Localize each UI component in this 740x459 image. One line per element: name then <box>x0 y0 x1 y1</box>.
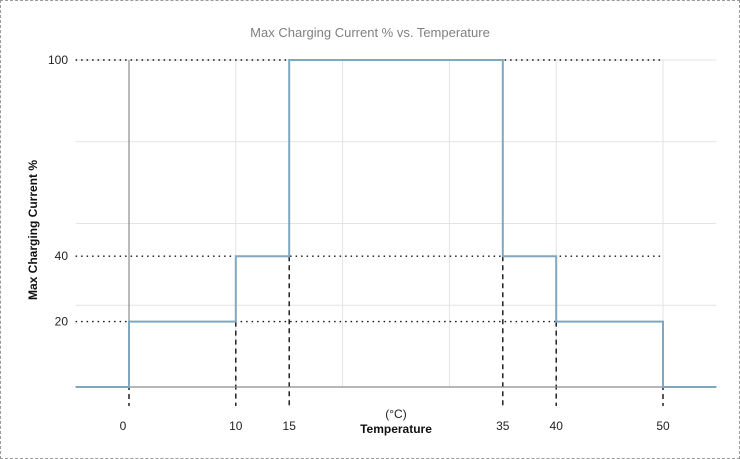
y-tick-label: 20 <box>55 315 69 329</box>
x-tick-label: 15 <box>283 419 297 433</box>
x-tick-label: 50 <box>656 419 670 433</box>
reference-lines <box>75 59 664 406</box>
chart-title: Max Charging Current % vs. Temperature <box>250 25 490 40</box>
x-tick-label: 0 <box>120 419 127 433</box>
step-line <box>75 59 717 388</box>
x-axis-unit: (°C) <box>385 407 406 421</box>
gridlines <box>75 59 717 387</box>
y-axis-title: Max Charging Current % <box>26 160 40 300</box>
x-tick-labels: 0 10 15 35 40 50 <box>120 419 670 433</box>
y-tick-labels: 20 40 100 <box>48 53 68 329</box>
y-tick-label: 40 <box>55 249 69 263</box>
x-tick-label: 40 <box>550 419 564 433</box>
x-tick-label: 10 <box>229 419 243 433</box>
x-axis-title: Temperature <box>360 422 432 436</box>
x-tick-label: 35 <box>496 419 510 433</box>
step-series <box>75 59 717 388</box>
y-tick-label: 100 <box>48 53 68 67</box>
